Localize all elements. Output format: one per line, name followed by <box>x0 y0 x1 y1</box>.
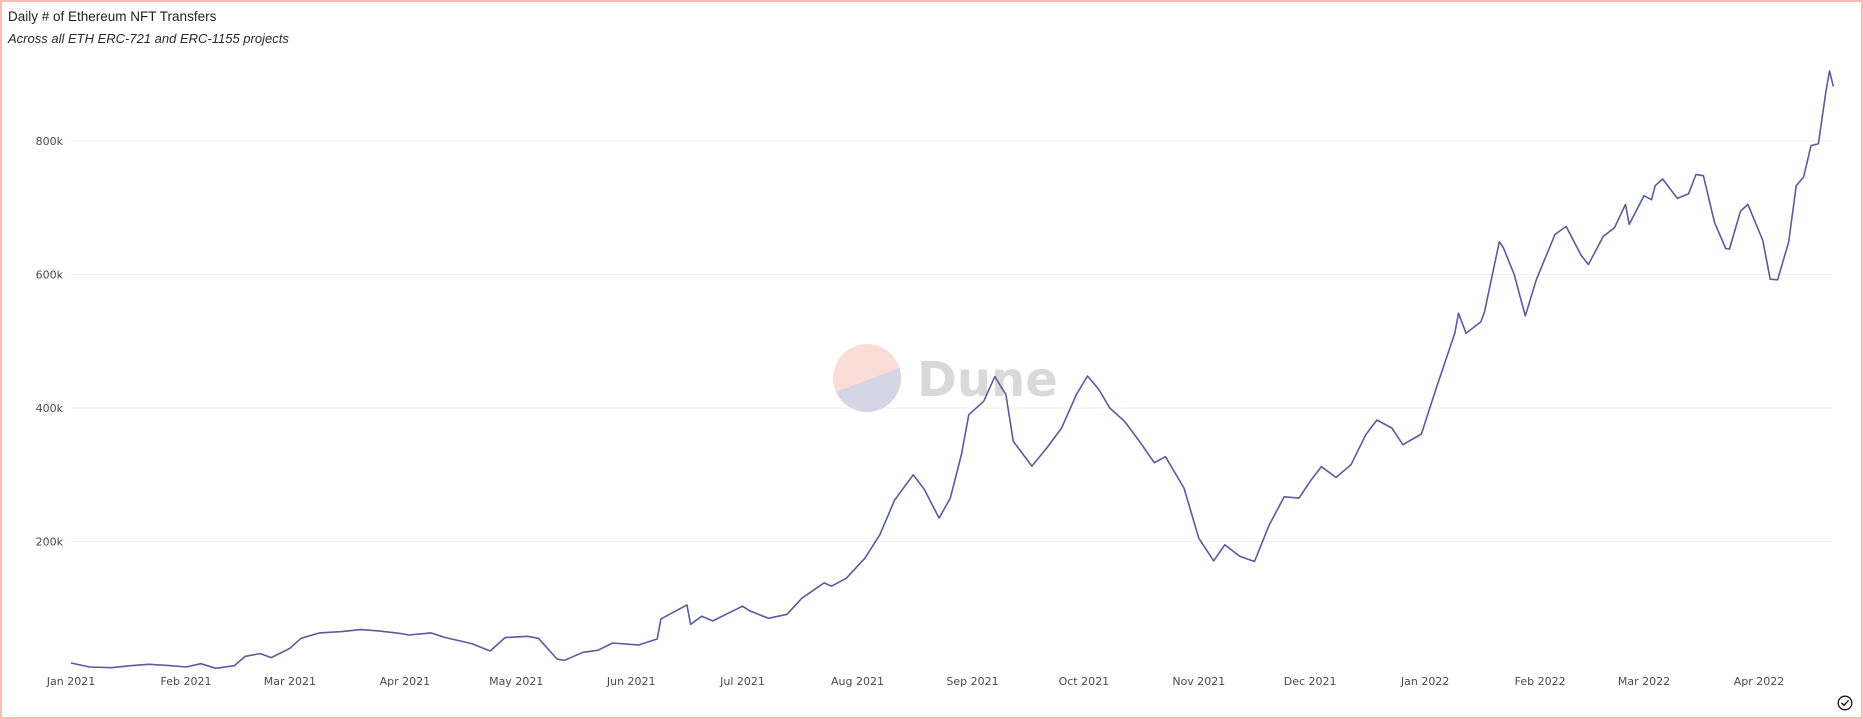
x-tick-label: Feb 2021 <box>161 675 212 688</box>
y-tick-label: 600k <box>36 269 64 282</box>
y-tick-label: 200k <box>36 536 64 549</box>
x-tick-label: Feb 2022 <box>1515 675 1566 688</box>
chart-title: Daily # of Ethereum NFT Transfers <box>8 9 217 24</box>
check-circle-icon[interactable] <box>1837 695 1853 711</box>
series-line[interactable] <box>70 70 1835 670</box>
x-tick-label: May 2021 <box>489 675 543 688</box>
x-tick-label: Nov 2021 <box>1172 675 1225 688</box>
x-tick-label: Jul 2021 <box>719 675 765 688</box>
chart-subtitle: Across all ETH ERC-721 and ERC-1155 proj… <box>8 31 289 46</box>
x-tick-label: Apr 2022 <box>1734 675 1785 688</box>
x-axis: Jan 2021 Feb 2021 Mar 2021 Apr 2021 May 2021… <box>46 675 1785 688</box>
x-tick-label: Mar 2022 <box>1618 675 1670 688</box>
y-axis: 200k 400k 600k 800k <box>36 135 64 549</box>
x-tick-label: Aug 2021 <box>831 675 884 688</box>
gridlines <box>71 140 1832 542</box>
x-tick-label: Mar 2021 <box>264 675 316 688</box>
x-tick-label: Dec 2021 <box>1284 675 1337 688</box>
x-tick-label: Oct 2021 <box>1059 675 1110 688</box>
x-tick-label: Jan 2022 <box>1400 675 1449 688</box>
watermark-text: Dune <box>917 352 1058 408</box>
x-tick-label: Jan 2021 <box>46 675 95 688</box>
x-tick-label: Sep 2021 <box>946 675 998 688</box>
y-tick-label: 400k <box>36 402 64 415</box>
x-tick-label: Apr 2021 <box>380 675 431 688</box>
dune-watermark: Dune <box>833 344 1058 412</box>
y-tick-label: 800k <box>36 135 64 148</box>
x-tick-label: Jun 2021 <box>606 675 656 688</box>
